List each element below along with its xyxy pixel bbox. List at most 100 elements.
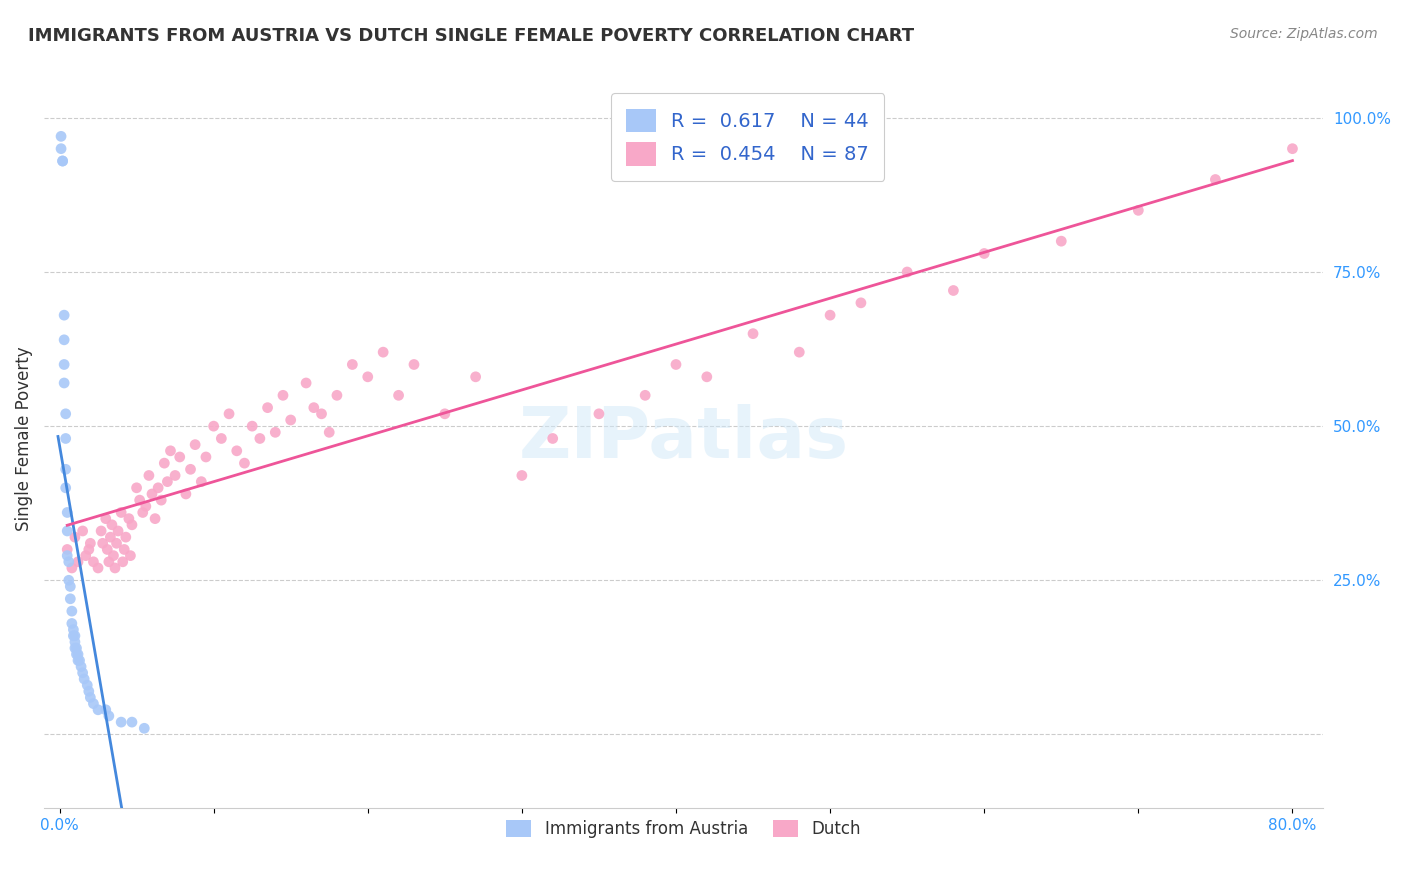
Point (357, 369, 380, 384)
Point (55, 432, 77, 446)
Point (973, 246, 995, 260)
Point (194, 450, 217, 464)
Point (165, 468, 187, 483)
Point (55, 407, 77, 421)
Point (79, 690, 101, 705)
Point (387, 388, 409, 402)
Point (58, 574, 80, 588)
Point (121, 517, 143, 532)
Point (302, 401, 325, 415)
Point (70, 659, 93, 673)
Point (295, 376, 318, 390)
Point (634, 388, 657, 402)
Point (256, 401, 278, 415)
Point (87, 561, 110, 575)
Point (159, 443, 181, 458)
Point (53, 376, 76, 390)
Point (104, 561, 127, 575)
Point (156, 475, 179, 489)
Point (311, 407, 333, 421)
Point (141, 487, 163, 501)
Point (135, 500, 157, 514)
Point (202, 419, 225, 434)
Point (82, 697, 104, 711)
Point (588, 407, 610, 421)
Point (280, 413, 302, 427)
Point (103, 549, 125, 563)
Point (53, 308, 76, 322)
Point (218, 407, 240, 421)
Point (1050, 234, 1073, 248)
Point (65, 641, 87, 656)
Point (66, 555, 89, 569)
Point (52, 154, 75, 169)
Point (153, 456, 176, 470)
Point (318, 425, 340, 440)
Point (128, 493, 150, 508)
Point (63, 641, 86, 656)
Point (190, 475, 212, 489)
Point (73, 672, 96, 686)
Point (1128, 203, 1150, 218)
Point (53, 358, 76, 372)
Point (464, 369, 486, 384)
Point (110, 506, 132, 520)
Point (63, 530, 86, 544)
Point (326, 388, 349, 402)
Point (184, 437, 207, 451)
Point (60, 561, 83, 575)
Point (66, 653, 89, 667)
Point (180, 462, 202, 476)
Point (110, 715, 132, 730)
Point (1204, 172, 1226, 186)
Point (121, 715, 143, 730)
Point (56, 542, 79, 557)
Point (100, 530, 122, 544)
Point (94, 511, 117, 525)
Point (101, 517, 124, 532)
Point (249, 432, 271, 446)
Point (66, 648, 89, 662)
Point (107, 524, 129, 538)
Point (62, 629, 84, 643)
Point (150, 493, 173, 508)
Point (79, 536, 101, 550)
Point (114, 530, 136, 544)
Point (52, 154, 75, 169)
Point (97, 555, 120, 569)
Point (82, 555, 104, 569)
Point (240, 419, 263, 434)
Point (896, 265, 918, 279)
Point (111, 555, 134, 569)
Point (60, 616, 83, 631)
Point (118, 511, 141, 525)
Point (77, 684, 100, 698)
Point (264, 425, 287, 440)
Legend: Immigrants from Austria, Dutch: Immigrants from Austria, Dutch (499, 813, 868, 845)
Point (69, 653, 91, 667)
Point (56, 506, 79, 520)
Point (76, 678, 98, 692)
Point (1281, 142, 1303, 156)
Point (72, 524, 94, 538)
Text: Source: ZipAtlas.com: Source: ZipAtlas.com (1230, 27, 1378, 41)
Point (59, 579, 82, 593)
Point (742, 326, 765, 341)
Point (91, 536, 114, 550)
Point (105, 536, 128, 550)
Point (138, 468, 160, 483)
Point (174, 487, 197, 501)
Point (63, 635, 86, 649)
Point (49, 129, 72, 144)
Point (271, 388, 294, 402)
Text: ZIPatlas: ZIPatlas (519, 404, 849, 473)
Point (90, 524, 112, 538)
Point (72, 665, 94, 680)
Point (56, 549, 79, 563)
Point (49, 142, 72, 156)
Point (402, 358, 425, 372)
Point (373, 345, 395, 359)
Point (65, 648, 87, 662)
Point (59, 591, 82, 606)
Point (143, 511, 166, 525)
